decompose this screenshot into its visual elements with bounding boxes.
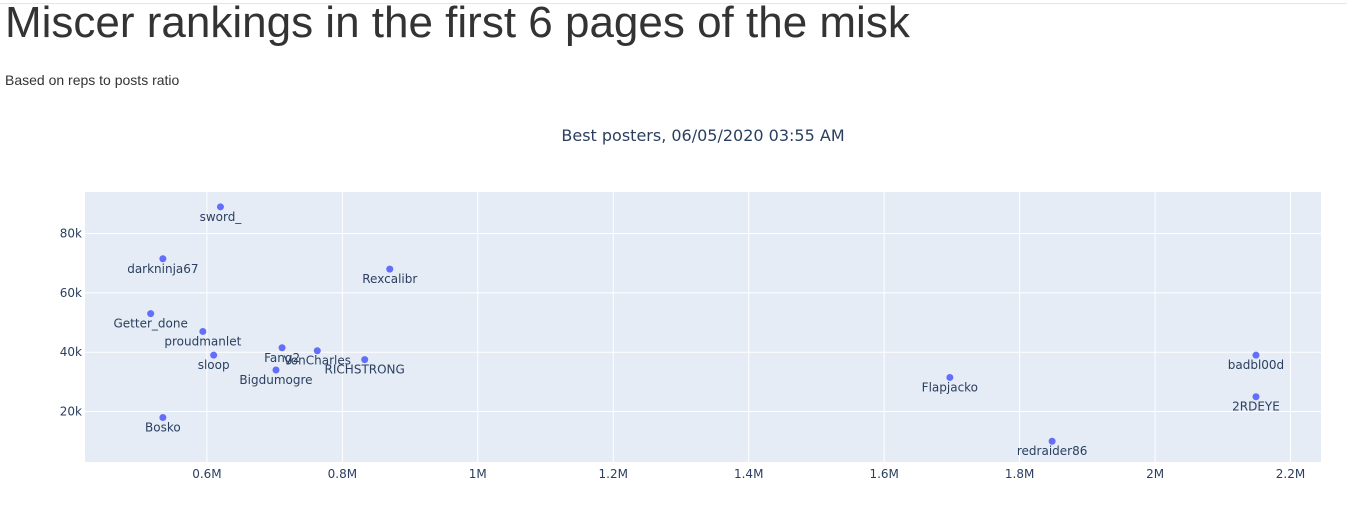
y-tick-label: 60k	[60, 286, 82, 300]
grid-lines	[85, 192, 1321, 462]
data-point-richstrong[interactable]	[361, 356, 369, 364]
x-axis: 0.6M 0.8M 1M 1.2M 1.4M 1.6M 1.8M 2M 2.2M	[192, 467, 1305, 481]
y-tick-label: 80k	[60, 227, 82, 241]
data-point-badbl00d[interactable]	[1252, 351, 1260, 359]
x-tick-label: 1.8M	[1005, 467, 1034, 481]
y-tick-label: 40k	[60, 345, 82, 359]
chart-title: Best posters, 06/05/2020 03:55 AM	[561, 126, 844, 145]
point-label: sloop	[198, 358, 230, 372]
point-label: redraider86	[1017, 444, 1088, 458]
point-label: RICHSTRONG	[325, 363, 405, 377]
point-label: Getter_done	[114, 317, 188, 331]
plot-area[interactable]	[85, 192, 1321, 462]
point-label: Flapjacko	[922, 380, 978, 394]
point-label: badbl00d	[1228, 358, 1284, 372]
data-point-sword[interactable]	[216, 203, 224, 211]
y-axis: 20k 40k 60k 80k	[60, 227, 82, 419]
x-tick-label: 0.8M	[328, 467, 357, 481]
data-point-darkninja67[interactable]	[159, 255, 167, 263]
data-point-flapjacko[interactable]	[946, 373, 954, 381]
point-label: 2RDEYE	[1232, 400, 1280, 414]
x-tick-label: 1.6M	[869, 467, 898, 481]
top-divider	[0, 3, 1347, 4]
x-tick-label: 1M	[469, 467, 487, 481]
x-tick-label: 1.4M	[734, 467, 763, 481]
page-title: Miscer rankings in the first 6 pages of …	[5, 0, 910, 47]
data-point-voncharles[interactable]	[313, 347, 321, 355]
point-label: Rexcalibr	[362, 272, 417, 286]
data-points: sword_ darkninja67 Rexcalibr Getter_donepro…	[114, 203, 1284, 458]
data-point-proudmanlet[interactable]	[199, 327, 207, 335]
point-label: Bosko	[145, 420, 181, 434]
x-tick-label: 0.6M	[192, 467, 221, 481]
data-point-fang2[interactable]	[278, 344, 286, 352]
data-point-bosko[interactable]	[159, 413, 167, 421]
point-label: sword_	[200, 210, 243, 224]
point-label: Bigdumogre	[239, 373, 312, 387]
point-label: proudmanlet	[164, 334, 241, 348]
data-point-getter-done[interactable]	[147, 310, 155, 318]
point-label: darkninja67	[127, 262, 198, 276]
data-point-bigdumogre[interactable]	[272, 366, 280, 374]
x-tick-label: 2M	[1146, 467, 1164, 481]
data-point-redraider86[interactable]	[1048, 437, 1056, 445]
data-point-sloop[interactable]	[210, 351, 218, 359]
point-label: VonCharles	[284, 354, 351, 368]
x-tick-label: 2.2M	[1276, 467, 1305, 481]
point-label: Fang2	[264, 351, 300, 365]
x-tick-label: 1.2M	[599, 467, 628, 481]
data-point-rexcalibr[interactable]	[386, 265, 394, 273]
data-point-2rdeye[interactable]	[1252, 393, 1260, 401]
y-tick-label: 20k	[60, 405, 82, 419]
page-subtitle: Based on reps to posts ratio	[5, 72, 180, 88]
